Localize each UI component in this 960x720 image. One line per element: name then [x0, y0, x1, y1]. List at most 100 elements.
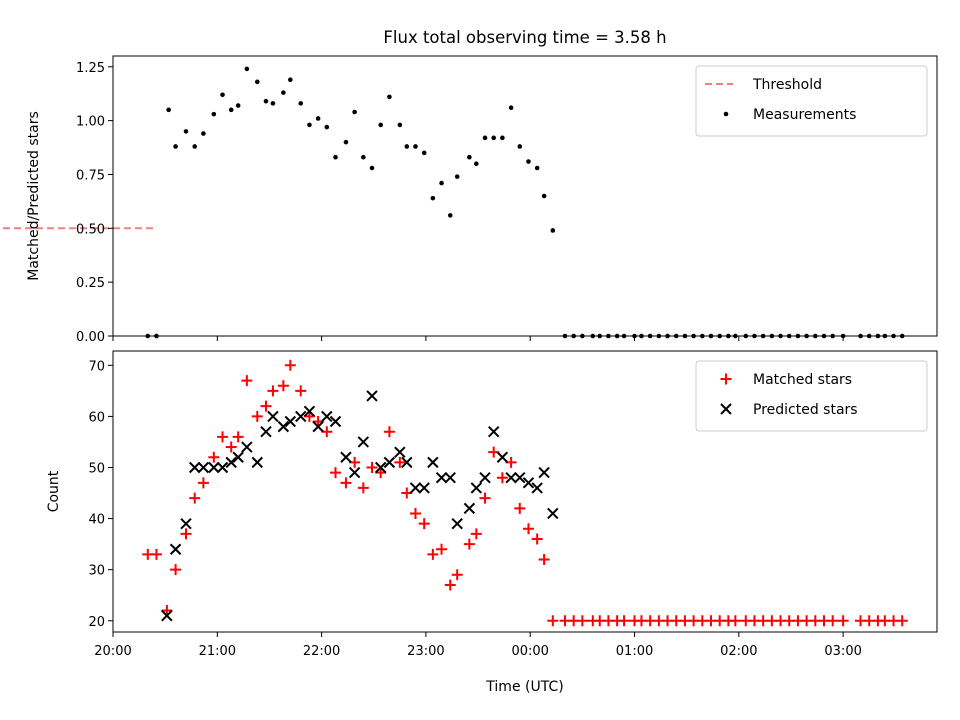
y-tick-label: 20 — [88, 615, 105, 630]
matched-star-point — [470, 528, 482, 540]
matched-star-point — [401, 487, 413, 499]
predicted-star-point — [451, 517, 463, 530]
bottom-panel: 20 30 40 50 60 70 20:00 21:00 22:00 23:00 00:00 01:… — [46, 350, 938, 659]
measurement-point — [447, 213, 453, 218]
y-tick-label: 1.00 — [76, 115, 105, 130]
predicted-star-point — [522, 477, 535, 489]
y-tick-label: 0.25 — [76, 276, 105, 291]
matched-star-point — [837, 615, 849, 627]
measurement-point — [281, 90, 286, 95]
measurement-point — [378, 122, 384, 128]
predicted-star-point — [161, 609, 173, 622]
axes-frame — [112, 350, 938, 633]
measurement-point — [166, 107, 171, 113]
predicted-star-point — [251, 456, 263, 469]
measurement-point — [315, 116, 321, 121]
matched-star-point — [284, 359, 296, 371]
measurement-point — [288, 77, 293, 82]
matched-star-point — [170, 564, 182, 576]
x-tick-label: 21:00 — [199, 644, 236, 659]
predicted-star-point — [321, 410, 333, 423]
measurement-point — [369, 165, 375, 171]
legend-label: Matched stars — [753, 372, 852, 388]
matched-star-point — [232, 431, 244, 443]
matched-star-point — [514, 502, 526, 514]
matched-star-point — [321, 426, 333, 438]
legend: Matched stars Predicted stars — [695, 360, 928, 432]
predicted-star-point — [418, 482, 430, 494]
measurement-point — [491, 135, 497, 141]
matched-star-point — [496, 472, 508, 484]
measurement-point — [298, 101, 304, 106]
matched-star-point — [427, 548, 439, 560]
measurement-point — [550, 228, 556, 233]
measurement-point — [307, 122, 312, 128]
matched-star-point — [208, 451, 220, 463]
measurement-point — [244, 66, 250, 72]
predicted-star-point — [531, 482, 543, 494]
matched-star-point — [436, 543, 448, 555]
y-tick-label: 70 — [88, 359, 105, 374]
legend-label: Threshold — [752, 77, 822, 93]
predicted-star-point — [496, 451, 509, 463]
measurement-point — [228, 107, 234, 113]
x-tick-label: 01:00 — [616, 644, 653, 659]
predicted-star-point — [366, 390, 378, 402]
predicted-star-point — [232, 451, 244, 463]
y-axis-label: Matched/Predicted stars — [26, 111, 42, 281]
measurement-point — [500, 135, 505, 141]
measurement-point — [361, 154, 366, 160]
matched-star-point — [217, 431, 229, 443]
matched-star-point — [531, 533, 543, 545]
predicted-star-point — [514, 471, 526, 484]
measurement-point — [270, 101, 276, 106]
measurement-point — [404, 144, 410, 149]
y-tick-label: 60 — [88, 410, 105, 425]
matched-star-point — [150, 548, 162, 560]
predicted-star-point — [329, 415, 342, 428]
predicted-star-point — [340, 451, 352, 463]
matched-star-point — [576, 615, 588, 627]
measurement-point — [541, 193, 547, 199]
y-tick-label: 40 — [88, 513, 105, 528]
predicted-star-point — [357, 436, 370, 448]
x-tick-label: 22:00 — [303, 644, 340, 659]
measurement-point — [263, 98, 269, 104]
predicted-star-point — [295, 410, 307, 423]
matched-star-point — [197, 477, 209, 489]
measurement-point — [482, 135, 488, 141]
matched-star-point — [241, 375, 253, 387]
matched-star-point — [180, 528, 192, 540]
measurement-point — [333, 154, 338, 160]
predicted-star-point — [312, 420, 324, 433]
measurement-point — [201, 131, 206, 136]
predicted-star-point — [435, 471, 448, 484]
x-tick-label: 02:00 — [720, 644, 757, 659]
matched-star-point — [538, 553, 550, 565]
measurement-point — [474, 161, 479, 166]
matched-star-point — [418, 518, 430, 530]
predicted-star-point — [348, 466, 361, 479]
predicted-star-point — [303, 405, 316, 417]
axes-frame — [112, 55, 938, 337]
x-axis-label: Time (UTC) — [485, 679, 563, 695]
matched-star-point — [357, 482, 369, 494]
measurement-point — [454, 174, 460, 179]
predicted-star-point — [267, 410, 279, 423]
matched-star-point — [251, 410, 263, 422]
matched-star-point — [303, 410, 315, 422]
matched-star-point — [522, 523, 534, 535]
chart-title: Flux total observing time = 3.58 h — [383, 28, 666, 47]
measurement-point — [387, 94, 392, 100]
predicted-star-point — [197, 461, 210, 474]
predicted-star-point — [260, 426, 272, 438]
legend-label: Predicted stars — [753, 402, 858, 418]
matched-star-point — [394, 456, 406, 468]
legend-measurement-symbol — [723, 111, 729, 117]
measurement-point — [254, 79, 260, 85]
y-axis-label: Count — [46, 470, 62, 512]
y-tick-label: 1.25 — [76, 61, 105, 76]
predicted-star-point — [284, 415, 297, 428]
x-tick-label: 23:00 — [407, 644, 444, 659]
